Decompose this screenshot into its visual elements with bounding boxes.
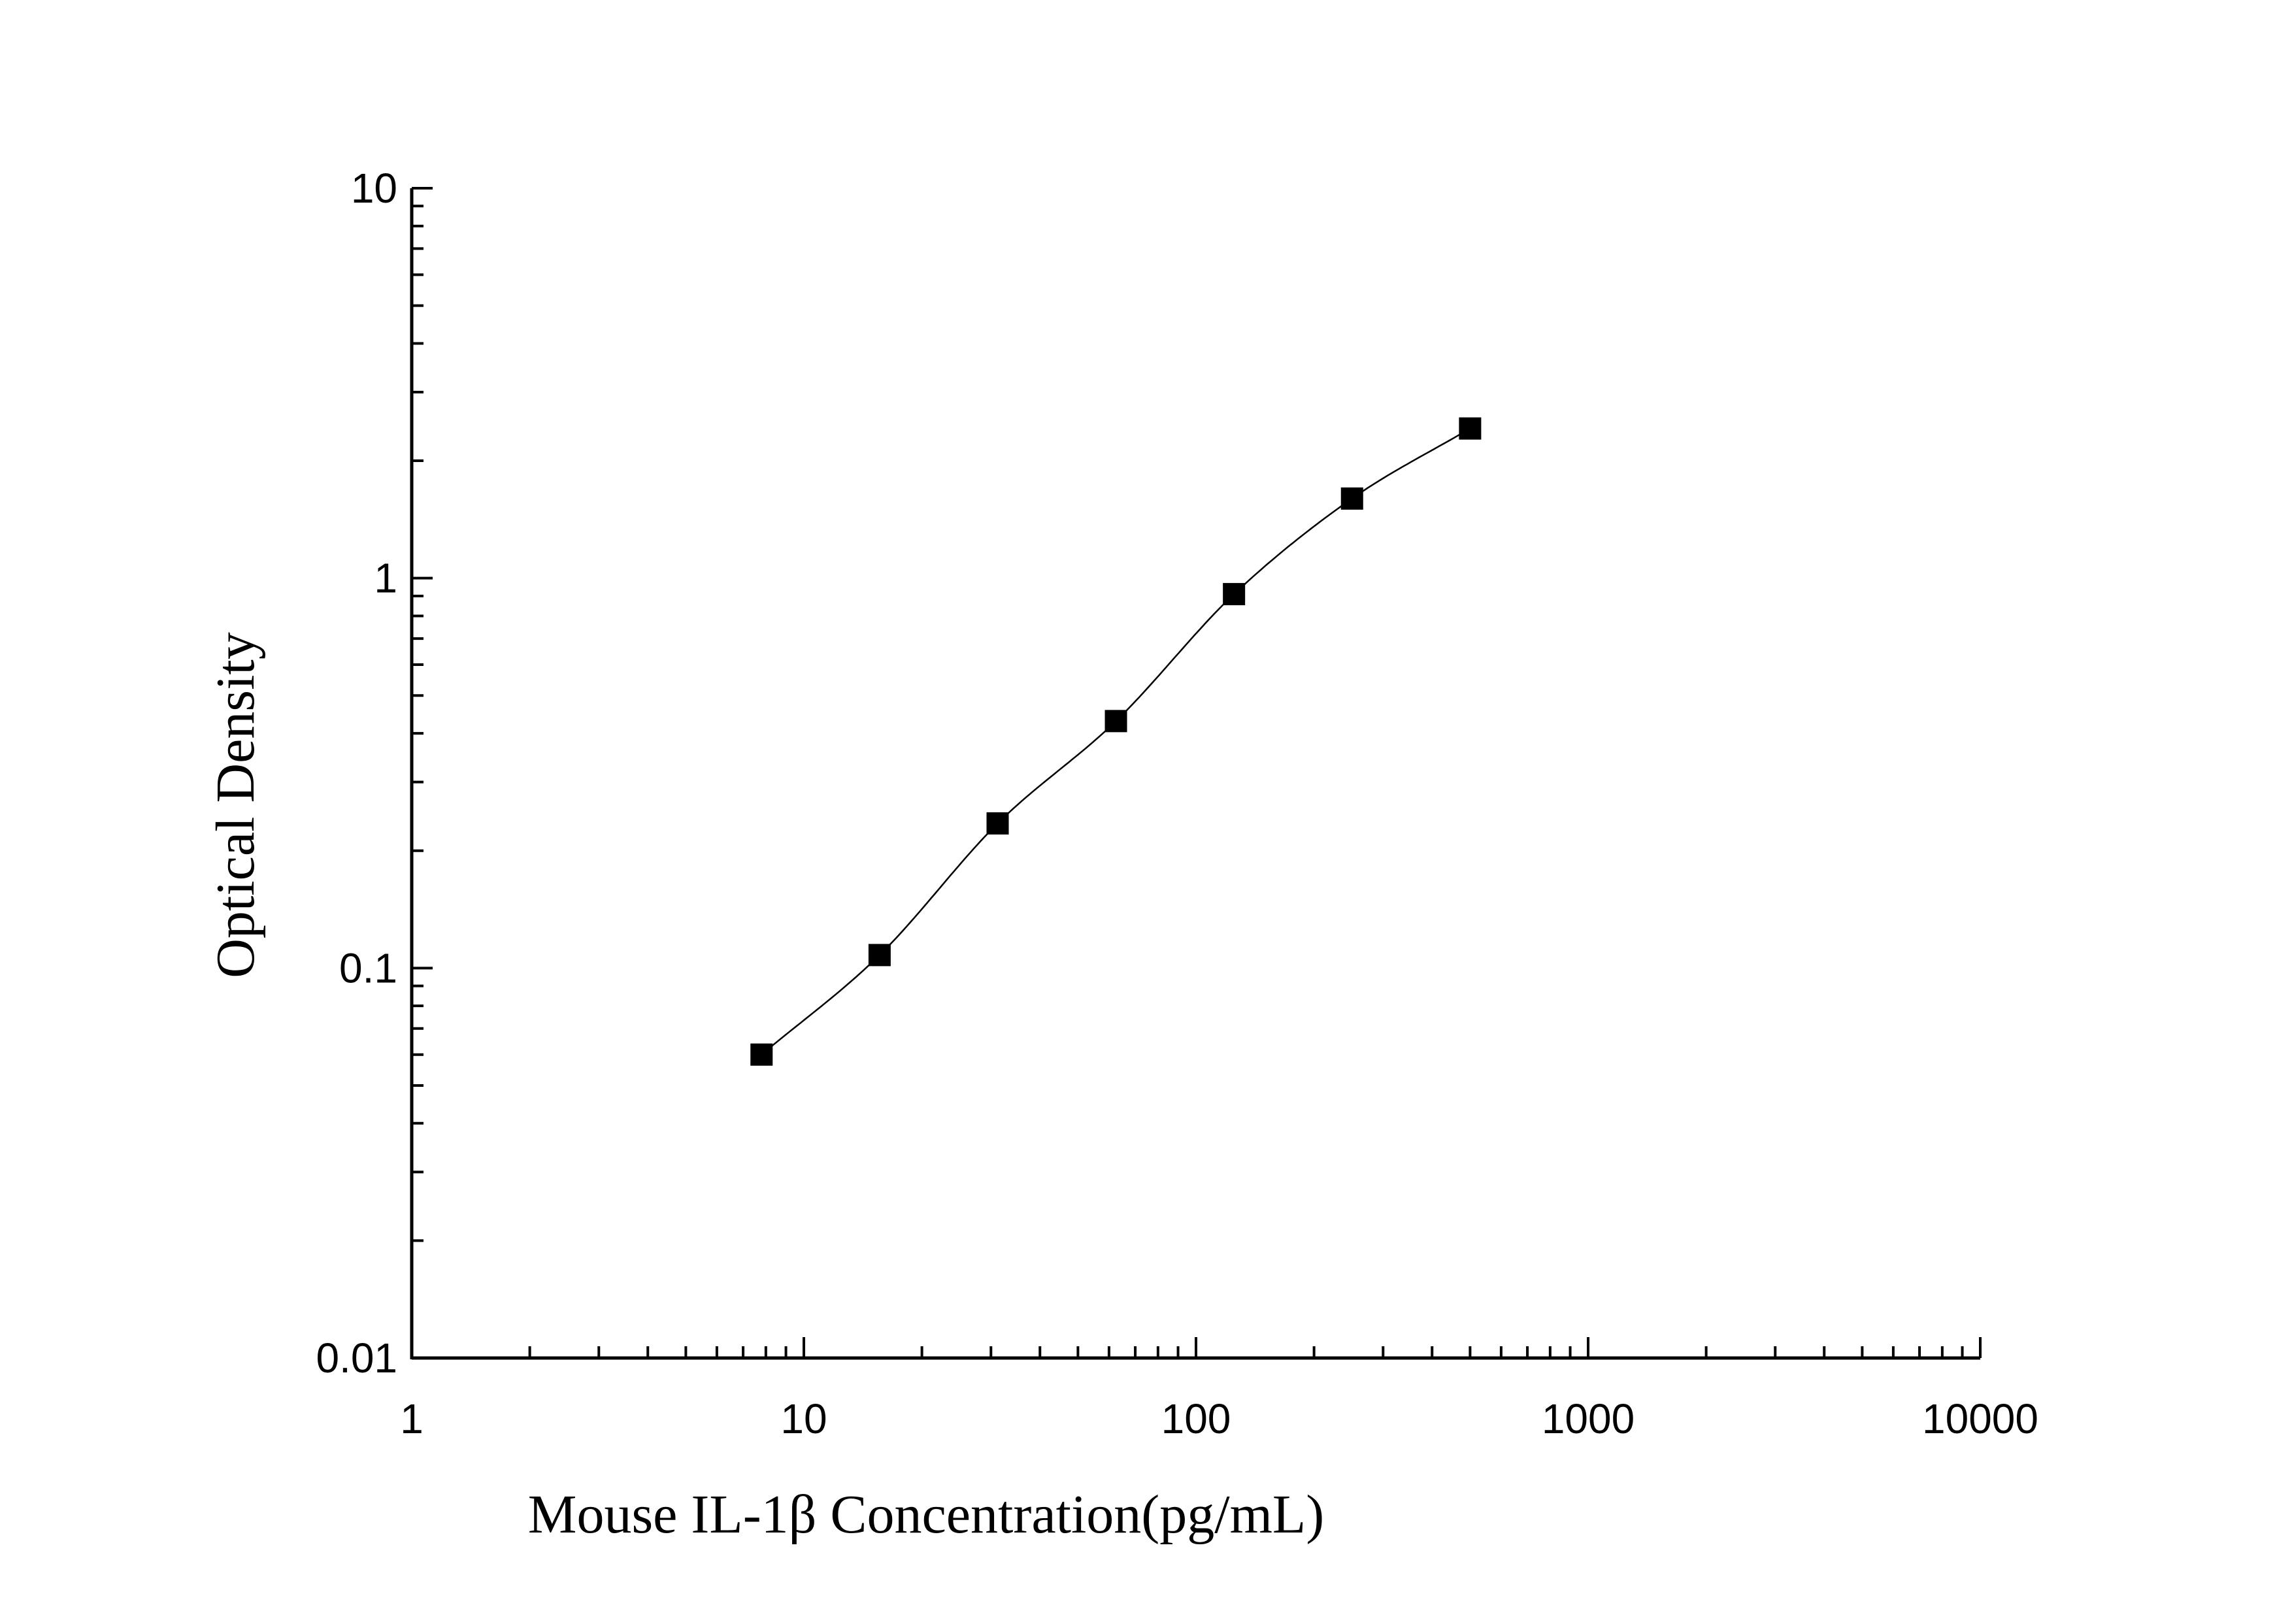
fit-curve-layer xyxy=(761,427,1471,1055)
x-tick-label: 100 xyxy=(1161,1395,1231,1442)
y-tick-label: 1 xyxy=(374,555,397,602)
data-point xyxy=(868,944,891,967)
data-point xyxy=(1104,710,1127,733)
axes: 1 10 100 1000 10000 0.01 0.1 1 10 xyxy=(316,165,2038,1442)
x-tick-label: 10000 xyxy=(1922,1395,2038,1442)
x-tick-label: 1000 xyxy=(1542,1395,1635,1442)
data-point xyxy=(986,812,1009,835)
x-axis-label: Mouse IL-1β Concentration(pg/mL) xyxy=(528,1484,1324,1545)
data-point xyxy=(1340,487,1363,510)
y-axis-label: Optical Density xyxy=(205,632,266,978)
y-tick-label: 10 xyxy=(351,165,397,212)
y-tick-label: 0.1 xyxy=(339,944,397,991)
data-point xyxy=(1459,417,1482,440)
y-tick-label: 0.01 xyxy=(316,1334,397,1382)
x-tick-label: 10 xyxy=(780,1395,827,1442)
x-tick-label: 1 xyxy=(400,1395,424,1442)
data-point xyxy=(1223,583,1246,606)
data-points-layer xyxy=(750,417,1482,1066)
fit-curve xyxy=(761,427,1471,1055)
data-point xyxy=(750,1043,773,1066)
